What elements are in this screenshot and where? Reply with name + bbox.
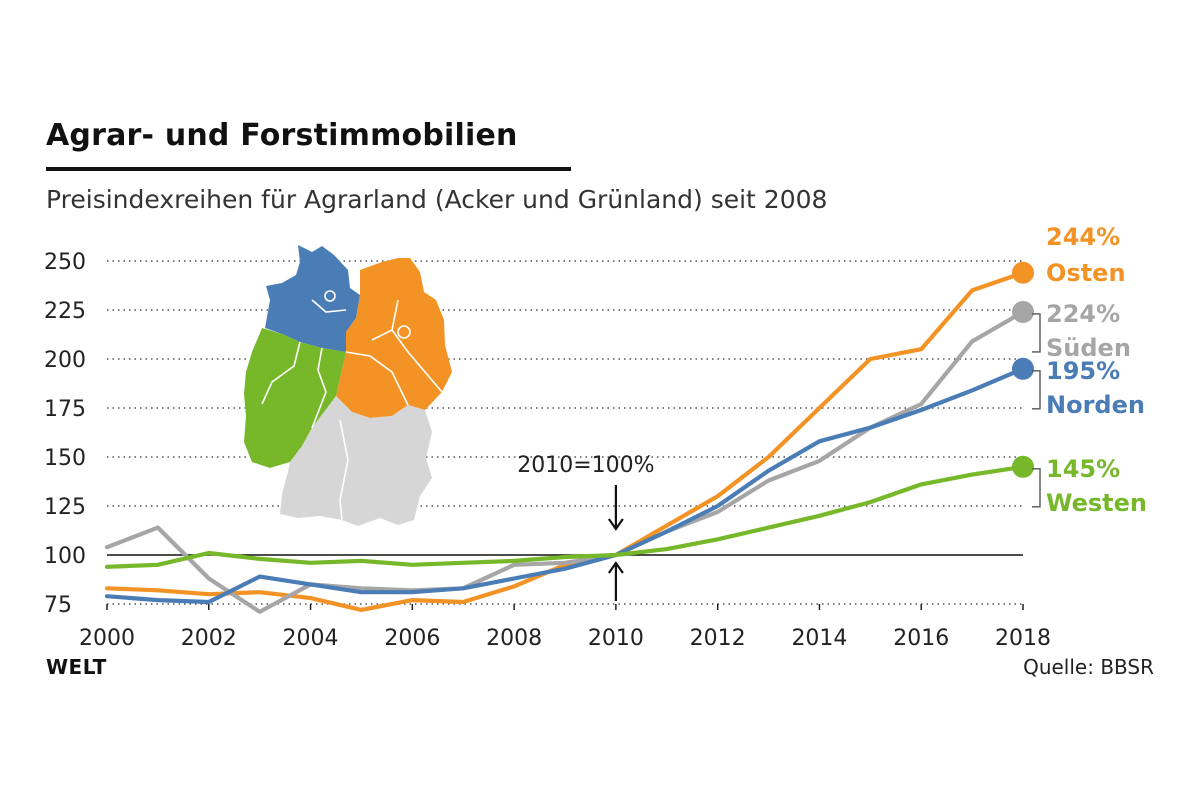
series-end-value-westen: 145%	[1046, 455, 1120, 483]
y-tick-label: 250	[44, 250, 86, 275]
title-underline	[46, 167, 571, 171]
y-tick-label: 225	[44, 299, 86, 324]
series-end-point-westen	[1012, 455, 1034, 478]
x-tick-label: 2016	[893, 626, 949, 651]
series-line-westen	[104, 464, 1026, 569]
y-tick-label: 100	[44, 544, 86, 569]
x-tick-label: 2012	[690, 626, 746, 651]
label-bracket	[1032, 313, 1041, 353]
series-line-norden	[104, 366, 1026, 605]
y-tick-label: 150	[44, 446, 86, 471]
source-note: Quelle: BBSR	[1023, 655, 1154, 679]
x-tick-label: 2018	[995, 626, 1051, 651]
series-end-point-osten	[1012, 261, 1034, 284]
y-tick-label: 200	[44, 348, 86, 373]
x-tick-label: 2008	[486, 626, 542, 651]
label-bracket	[1032, 370, 1041, 410]
map-region-westen	[244, 328, 346, 468]
x-tick-label: 2000	[79, 626, 135, 651]
chart-title: Agrar- und Forstimmobilien	[46, 118, 518, 153]
grid-lines	[107, 260, 1023, 605]
welt-logo: WELT	[46, 655, 107, 679]
x-tick-label: 2010	[588, 626, 644, 651]
base-year-annotation: 2010=100%	[517, 453, 655, 601]
series-name-westen: Westen	[1046, 489, 1147, 517]
germany-map	[244, 245, 452, 526]
series-end-value-süden: 224%	[1046, 300, 1120, 328]
series-end-value-osten: 244%	[1046, 223, 1120, 251]
series-name-osten: Osten	[1046, 259, 1126, 287]
series-name-norden: Norden	[1046, 391, 1145, 419]
annotation-text: 2010=100%	[517, 453, 654, 478]
series-end-point-norden	[1012, 357, 1034, 380]
series-lines	[104, 261, 1034, 614]
x-axis-ticks: 2000 2002 2004 2006 2008 2010 2012 2014 2016 2018	[79, 604, 1051, 651]
arrow-down-head	[607, 518, 624, 531]
x-tick-label: 2002	[181, 626, 237, 651]
y-tick-label: 75	[44, 593, 72, 618]
series-end-value-norden: 195%	[1046, 357, 1120, 385]
y-tick-label: 125	[44, 495, 86, 520]
y-axis-ticks: 75 100 125 150 175 200 225 250	[44, 250, 86, 618]
label-bracket	[1032, 468, 1041, 508]
series-name-süden: Süden	[1046, 334, 1131, 362]
x-tick-label: 2004	[283, 626, 339, 651]
series-end-point-süden	[1012, 300, 1034, 323]
chart-subtitle: Preisindexreihen für Agrarland (Acker un…	[46, 185, 828, 214]
map-region-norden	[265, 245, 360, 352]
x-tick-label: 2006	[384, 626, 440, 651]
arrow-up-head	[607, 561, 624, 574]
x-tick-label: 2014	[791, 626, 847, 651]
map-region-osten	[336, 258, 452, 418]
y-tick-label: 175	[44, 397, 86, 422]
map-region-sueden	[280, 396, 432, 526]
